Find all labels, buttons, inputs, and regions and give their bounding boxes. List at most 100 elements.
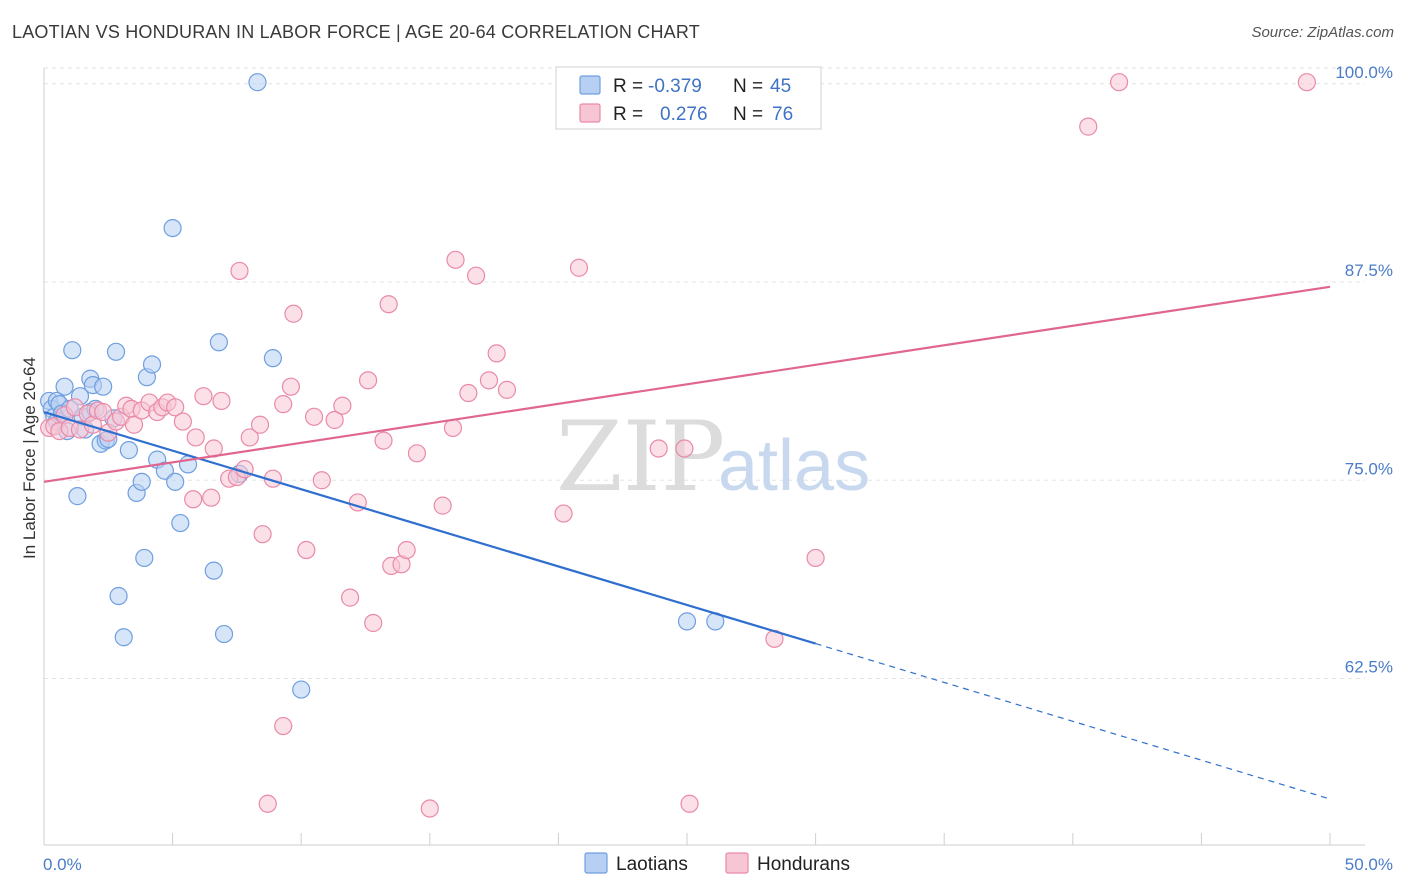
point-honduran-10 (94, 402, 113, 422)
legend-n-label-0: N = (733, 76, 763, 97)
point-laotian-45 (292, 680, 311, 699)
point-laotian-7 (55, 377, 74, 396)
point-honduran-61 (459, 383, 478, 403)
point-honduran-40 (281, 377, 301, 396)
point-honduran-29 (212, 391, 231, 411)
point-honduran-58 (433, 496, 452, 515)
point-honduran-36 (253, 525, 272, 544)
point-honduran-56 (407, 444, 427, 463)
trend-line-laotians-extension (815, 643, 1331, 800)
legend-n-label-1: N = (733, 104, 763, 125)
point-laotian-40 (209, 333, 228, 352)
point-honduran-26 (194, 387, 213, 406)
point-honduran-42 (297, 540, 316, 560)
watermark-zip: ZIP (556, 401, 725, 513)
x-tick-label-0: 0.0% (43, 855, 82, 874)
x-tick-labels: 0.0% 50.0% (43, 855, 1393, 874)
point-laotian-37 (171, 513, 190, 533)
point-honduran-51 (374, 431, 393, 450)
point-honduran-44 (312, 471, 331, 490)
chart-source: Source: ZipAtlas.com (1251, 24, 1394, 41)
point-honduran-24 (184, 490, 203, 509)
y-tick-label-3: 100.0% (1335, 63, 1393, 82)
point-honduran-49 (358, 371, 378, 390)
point-honduran-39 (274, 395, 293, 414)
bottom-legend-swatch-laotians (584, 852, 608, 874)
point-laotian-35 (163, 219, 182, 238)
legend-r-label-0: R = (613, 76, 643, 97)
point-honduran-52 (379, 295, 398, 314)
point-honduran-32 (230, 261, 249, 281)
point-laotian-34 (155, 461, 174, 480)
legend-swatch-hondurans (579, 103, 601, 123)
point-laotian-11 (68, 487, 87, 506)
point-honduran-37 (258, 794, 277, 813)
point-honduran-41 (284, 304, 303, 323)
point-laotian-20 (94, 377, 113, 396)
point-honduran-60 (446, 250, 465, 269)
point-laotian-10 (63, 341, 82, 360)
point-honduran-22 (166, 398, 185, 417)
legend-swatch-laotians (579, 75, 601, 95)
bottom-legend-laotians: Laotians (616, 854, 688, 875)
y-tick-label-2: 87.5% (1345, 261, 1393, 280)
point-honduran-55 (397, 540, 416, 560)
point-honduran-72 (806, 548, 825, 568)
point-laotian-41 (214, 624, 234, 644)
x-tick-label-1: 50.0% (1345, 855, 1393, 874)
point-laotian-25 (109, 586, 128, 606)
chart-title: LAOTIAN VS HONDURAN IN LABOR FORCE | AGE… (12, 22, 700, 42)
point-honduran-50 (364, 613, 383, 633)
point-honduran-59 (443, 418, 463, 438)
bottom-legend-hondurans: Hondurans (757, 854, 850, 875)
point-honduran-27 (202, 488, 221, 507)
trend-line-hondurans (43, 285, 1331, 483)
point-honduran-69 (675, 439, 694, 458)
point-honduran-23 (173, 412, 192, 431)
point-honduran-76 (274, 716, 293, 736)
legend-bottom: Laotians Hondurans (584, 852, 850, 875)
trend-lines (43, 285, 1331, 800)
point-honduran-46 (333, 396, 352, 415)
y-tick-label-0: 62.5% (1345, 657, 1393, 676)
point-honduran-43 (304, 407, 324, 426)
legend-n-value-0: 45 (770, 76, 791, 97)
legend-r-label-1: R = (613, 104, 643, 125)
point-honduran-35 (250, 415, 270, 434)
point-laotian-36 (166, 472, 185, 491)
point-laotian-26 (114, 628, 133, 647)
bottom-legend-swatch-hondurans (725, 852, 749, 874)
watermark: ZIP atlas (556, 401, 870, 513)
point-laotian-46 (677, 612, 697, 631)
legend-r-value-0: -0.379 (648, 76, 702, 97)
point-laotian-29 (132, 472, 151, 491)
watermark-atlas: atlas (718, 426, 870, 506)
point-honduran-70 (680, 794, 699, 813)
series-hondurans (40, 73, 1316, 818)
legend-top: R = -0.379 N = 45 R = 0.276 N = 76 (555, 66, 822, 130)
point-honduran-45 (325, 410, 344, 430)
point-laotian-39 (204, 561, 223, 580)
axes (43, 68, 1365, 846)
point-laotian-44 (263, 349, 283, 368)
point-honduran-57 (420, 799, 439, 818)
point-honduran-74 (1109, 73, 1129, 92)
point-honduran-16 (124, 415, 144, 434)
point-honduran-25 (186, 428, 205, 447)
point-honduran-73 (1079, 117, 1098, 136)
point-honduran-34 (240, 428, 259, 447)
point-honduran-62 (466, 266, 486, 285)
point-laotian-24 (106, 342, 126, 361)
point-laotian-43 (248, 73, 267, 92)
point-honduran-66 (554, 504, 573, 523)
point-honduran-64 (487, 344, 506, 363)
point-honduran-47 (340, 588, 360, 607)
y-axis-title: In Labor Force | Age 20-64 (20, 357, 39, 559)
grid-lines (44, 67, 1365, 679)
series-laotians (40, 73, 725, 699)
legend-n-value-1: 76 (772, 104, 793, 125)
point-honduran-68 (649, 439, 668, 458)
point-honduran-75 (1297, 73, 1316, 92)
legend-r-value-1: 0.276 (660, 104, 708, 125)
